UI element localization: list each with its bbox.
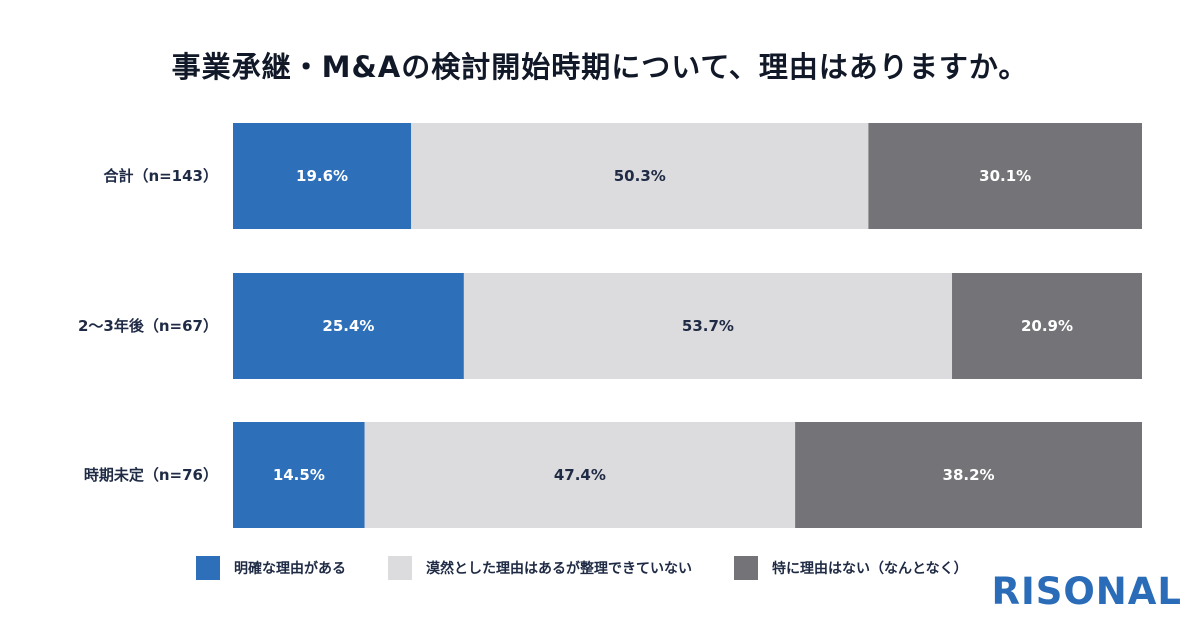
legend-swatch-vague-reason [388,556,412,580]
legend-item-clear-reason: 明確な理由がある [196,556,346,580]
stacked-bar-chart: 合計（n=143） 19.6% 50.3% 30.1% 2～3年後（n=67） 25.4%… [78,123,1142,528]
legend-label-no-reason: 特に理由はない（なんとなく） [772,561,968,577]
data-label: 30.1% [979,167,1031,185]
bar-segment [233,123,412,229]
bar-segment [868,123,1142,229]
data-label: 20.9% [1021,317,1073,335]
legend-swatch-no-reason [734,556,758,580]
category-label: 時期未定（n=76） [84,466,218,484]
data-label: 50.3% [614,167,666,185]
data-label: 38.2% [943,466,995,484]
category-label: 合計（n=143） [102,167,218,185]
legend-swatch-clear-reason [196,556,220,580]
bar-segment [233,273,464,379]
bar-segment [233,422,365,528]
data-label: 25.4% [322,317,374,335]
data-label: 47.4% [554,466,606,484]
bar-segment [364,422,796,528]
bar-segment [411,123,869,229]
bar-segment [795,422,1142,528]
legend-item-vague-reason: 漠然とした理由はあるが整理できていない [388,556,692,580]
data-label: 53.7% [682,317,734,335]
bar-segment [952,273,1142,379]
brand-logo: RISONAL [991,570,1182,613]
data-label: 19.6% [296,167,348,185]
bar-segment [463,273,953,379]
legend: 明確な理由がある 漠然とした理由はあるが整理できていない 特に理由はない（なんと… [196,556,1010,580]
legend-item-no-reason: 特に理由はない（なんとなく） [734,556,968,580]
legend-label-clear-reason: 明確な理由がある [234,561,346,577]
category-label: 2～3年後（n=67） [78,317,218,335]
legend-label-vague-reason: 漠然とした理由はあるが整理できていない [426,561,692,577]
data-label: 14.5% [273,466,325,484]
chart-title: 事業承継・M&Aの検討開始時期について、理由はありますか。 [171,50,1029,84]
